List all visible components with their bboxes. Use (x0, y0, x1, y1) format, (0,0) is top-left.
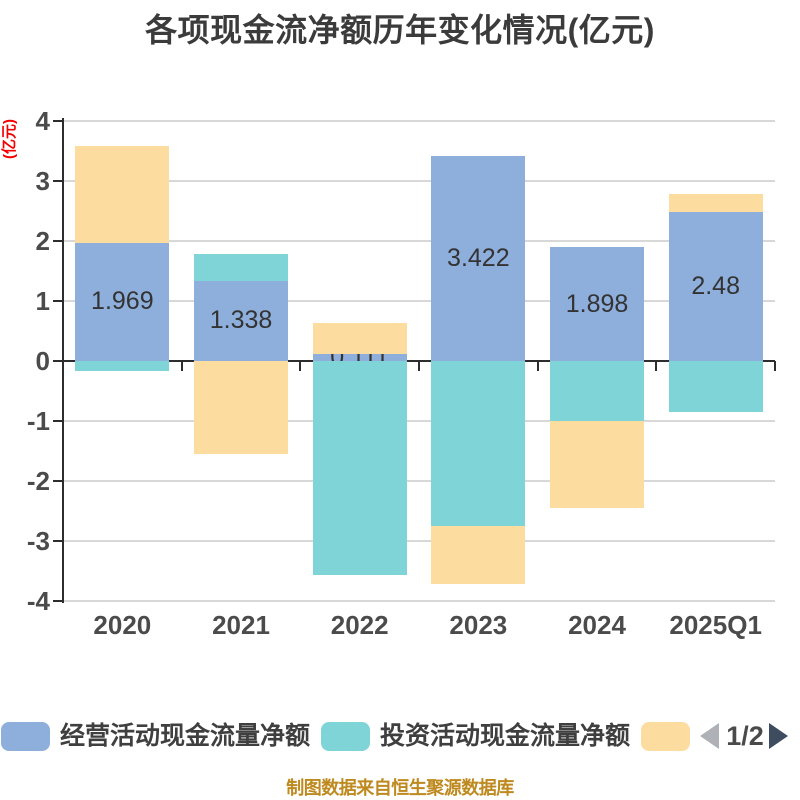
bar-segment-2020-series1[interactable]: 1.969 (75, 242, 170, 361)
y-axis-tick (53, 240, 63, 242)
y-axis-tick (53, 360, 63, 362)
legend-item-2[interactable]: 投资活动现金流量净额 (321, 721, 630, 751)
x-axis-tick (655, 361, 658, 371)
bar-segment-2024-series2[interactable] (550, 361, 644, 421)
bar-segment-2022-series1[interactable]: 0.111 (312, 354, 407, 361)
x-axis-tick (299, 361, 302, 371)
y-axis-tick-label: 4 (35, 106, 50, 136)
gridline (63, 120, 775, 122)
y-axis-tick (53, 420, 63, 422)
x-axis-tick (418, 361, 420, 371)
y-axis-tick-label: 0 (35, 346, 50, 376)
legend-item-3[interactable] (641, 721, 690, 751)
gridline (63, 600, 775, 602)
bar-segment-2021-series2[interactable] (194, 253, 288, 281)
gridline (63, 180, 775, 182)
bar-value-label: 1.338 (209, 306, 273, 335)
chart-title: 各项现金流净额历年变化情况(亿元) (145, 12, 655, 48)
gridline (63, 300, 775, 302)
x-axis-category-label: 2021 (212, 610, 270, 640)
bar-segment-2025Q1-series2[interactable] (668, 361, 763, 412)
y-axis-tick (53, 480, 63, 482)
gridline (63, 540, 775, 542)
legend-prev-icon[interactable] (700, 723, 719, 749)
y-axis-tick-label: -3 (26, 526, 50, 556)
legend-label: 经营活动现金流量净额 (60, 721, 311, 750)
bar-segment-2023-series2[interactable] (431, 361, 526, 526)
bar-segment-2021-series3[interactable] (194, 361, 288, 454)
gridline (63, 420, 775, 422)
y-axis-tick-label: -1 (26, 406, 50, 436)
legend-swatch (1, 721, 50, 751)
bar-segment-2024-series1[interactable]: 1.898 (550, 247, 644, 361)
y-axis-tick (53, 120, 63, 122)
y-axis-tick-label: -2 (26, 466, 50, 496)
bar-segment-2021-series1[interactable]: 1.338 (194, 280, 288, 361)
bar-value-label: 1.898 (565, 289, 629, 318)
y-axis-tick-label: 1 (35, 286, 50, 316)
y-axis-tick (53, 300, 63, 302)
bar-value-label: 3.422 (447, 243, 510, 272)
x-axis-category-label: 2022 (330, 610, 389, 640)
bar-segment-2020-series2[interactable] (75, 361, 170, 372)
x-axis-category-label: 2023 (449, 610, 508, 640)
y-axis-tick (53, 540, 63, 542)
bar-segment-2025Q1-series1[interactable]: 2.48 (668, 212, 763, 361)
data-source-note: 制图数据来自恒生聚源数据库 (286, 778, 514, 798)
x-axis-category-label: 2020 (93, 610, 152, 640)
bar-segment-2023-series3[interactable] (431, 526, 526, 585)
bar-segment-2023-series1[interactable]: 3.422 (431, 155, 526, 361)
bar-segment-2022-series2[interactable] (312, 361, 407, 576)
bar-value-label: 2.48 (691, 272, 740, 301)
gridline (63, 240, 775, 242)
x-axis-tick (536, 361, 539, 371)
legend-row: 经营活动现金流量净额 投资活动现金流量净额 (0, 721, 800, 751)
bar-value-label: 1.969 (91, 287, 154, 316)
legend-page-indicator: 1/2 (726, 721, 764, 751)
bar-value-label: 0.111 (330, 354, 389, 361)
x-axis-category-label: 2024 (568, 610, 626, 640)
bar-segment-2025Q1-series3[interactable] (668, 194, 763, 213)
x-axis-category-label: 2025Q1 (669, 610, 762, 640)
legend-swatch (641, 721, 690, 751)
y-axis-line (62, 118, 64, 603)
bar-segment-2020-series3[interactable] (75, 146, 170, 243)
y-axis-tick-label: -4 (26, 586, 50, 616)
bar-segment-2022-series3[interactable] (312, 323, 407, 355)
x-axis-tick (180, 361, 183, 371)
legend-swatch (321, 721, 370, 751)
y-axis-tick (53, 600, 63, 602)
bar-segment-2024-series3[interactable] (550, 421, 644, 508)
y-axis-tick-label: 2 (35, 226, 50, 256)
legend-next-icon[interactable] (769, 723, 788, 749)
x-axis-tick (774, 361, 776, 371)
legend-label: 投资活动现金流量净额 (380, 721, 631, 750)
gridline (63, 480, 775, 482)
y-axis-tick (53, 180, 63, 182)
legend-item-1[interactable]: 经营活动现金流量净额 (1, 721, 310, 751)
y-axis-tick-label: 3 (35, 166, 50, 196)
